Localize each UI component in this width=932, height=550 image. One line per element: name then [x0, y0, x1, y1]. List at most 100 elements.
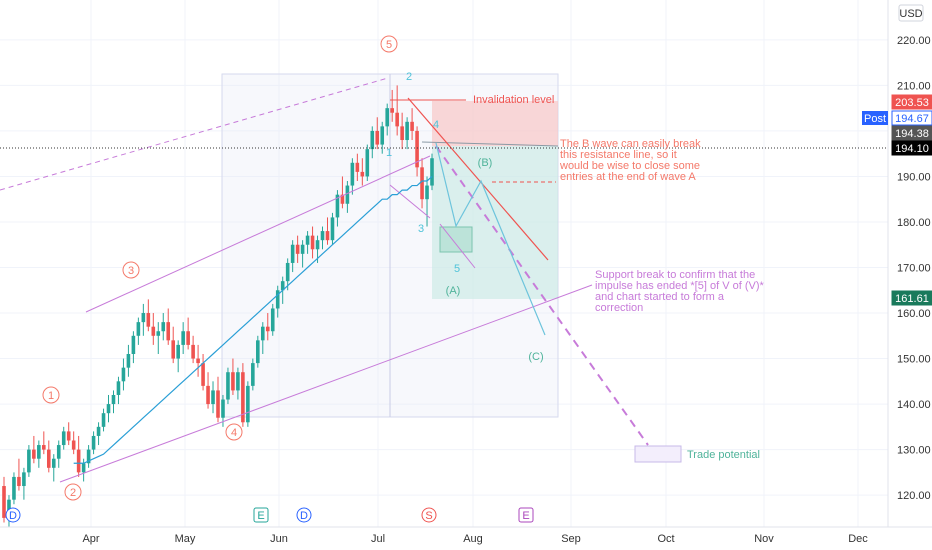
candles	[2, 85, 434, 527]
y-tick-label: 150.00	[897, 354, 931, 366]
price-tag-label: 194.10	[895, 143, 929, 155]
event-marker-label: S	[425, 510, 432, 522]
trade-potential-label: Trade potential	[687, 449, 760, 461]
price-tag-label: 203.53	[895, 97, 929, 109]
candle-body	[141, 313, 146, 323]
candle-body	[101, 413, 106, 427]
candle-body	[380, 126, 385, 145]
wave-label: (B)	[478, 157, 493, 169]
event-marker-label: D	[300, 510, 308, 522]
wave-label: 3	[418, 223, 424, 235]
candle-body	[51, 458, 56, 468]
y-tick-label: 130.00	[897, 445, 931, 457]
candle-body	[186, 331, 190, 345]
candle-body	[156, 331, 161, 336]
candle-body	[221, 399, 225, 418]
b-wave-note: The B wave can easily break	[560, 138, 701, 150]
wave-labels: 5 3 1 2 4 2 1 3 4 5 (A) (B) (C) Invalidation level The…	[42, 35, 764, 501]
wave-label: (A)	[446, 285, 461, 297]
candle-body	[111, 394, 116, 405]
candle-body	[236, 372, 240, 391]
candle-body	[81, 463, 86, 473]
y-tick-label: 180.00	[897, 217, 931, 229]
wave3-line	[389, 184, 431, 219]
candle-body	[275, 290, 280, 309]
candle-body	[325, 231, 330, 241]
candle-body	[231, 372, 235, 391]
candle-body	[106, 404, 111, 414]
x-tick-label: Dec	[848, 533, 868, 545]
candle-body	[420, 167, 424, 200]
candle-body	[290, 244, 295, 263]
overlay-lines	[0, 77, 888, 483]
candle-body	[400, 126, 404, 141]
candle-body	[246, 385, 250, 423]
b-wave-note: would be wise to close some	[559, 160, 700, 172]
candle-body	[260, 326, 265, 341]
candle-body	[2, 486, 6, 518]
candle-body	[370, 130, 375, 150]
wave-label: 4	[231, 427, 237, 439]
wave-label: 1	[48, 390, 54, 402]
b-wave-note: entries at the end of wave A	[560, 171, 696, 183]
price-tag	[891, 125, 932, 141]
candle-body	[360, 171, 365, 177]
candle-body	[390, 108, 394, 113]
wave-label: (C)	[528, 351, 543, 363]
candle-body	[410, 121, 414, 131]
candle-body	[365, 149, 370, 177]
wave-circle	[380, 35, 398, 53]
candle-body	[345, 185, 350, 204]
candle-body	[340, 194, 345, 204]
candle-body	[425, 185, 429, 200]
candle-body	[12, 476, 16, 500]
post-label: Post	[864, 113, 886, 125]
price-tag	[891, 94, 932, 110]
wave5-line	[439, 223, 476, 269]
x-tick-label: Jul	[371, 533, 385, 545]
candle-body	[251, 363, 255, 386]
candle-body	[46, 449, 51, 468]
abc-path	[435, 142, 546, 336]
candle-body	[216, 390, 220, 418]
y-tick-label: 160.00	[897, 308, 931, 320]
x-tick-label: Sep	[561, 533, 581, 545]
candle-body	[405, 121, 409, 141]
candle-body	[37, 445, 41, 459]
invalidation-label: Invalidation level	[473, 94, 554, 106]
candle-body	[91, 435, 96, 450]
candle-body	[196, 358, 200, 364]
y-tick-label: 190.00	[897, 171, 931, 183]
wave-label: 1	[386, 147, 392, 159]
candle-body	[355, 162, 360, 172]
candle-body	[176, 344, 180, 359]
candle-body	[350, 162, 355, 186]
y-tick-label: 140.00	[897, 399, 931, 411]
candle-body	[76, 449, 81, 473]
candle-body	[430, 158, 434, 186]
event-marker	[5, 507, 21, 523]
candle-body	[300, 244, 305, 254]
risk-zone	[432, 101, 558, 146]
projection-path	[435, 145, 649, 446]
candle-body	[136, 322, 141, 336]
event-marker-label: E	[257, 510, 264, 522]
candle-body	[42, 445, 46, 450]
candle-body	[61, 431, 66, 446]
red-trend-line	[407, 97, 549, 261]
wave-circle	[64, 483, 82, 501]
candle-body	[116, 381, 121, 395]
candle-body	[56, 445, 61, 459]
candle-body	[310, 235, 315, 250]
candle-body	[265, 326, 270, 332]
candle-body	[161, 322, 166, 332]
y-tick-label: 220.00	[897, 35, 931, 47]
event-marker	[253, 507, 269, 523]
candle-body	[151, 326, 156, 336]
profit-zone	[432, 146, 558, 299]
x-tick-label: Nov	[754, 533, 774, 545]
event-marker	[421, 507, 437, 523]
upper-dashed-channel	[0, 77, 389, 191]
event-marker	[518, 507, 534, 523]
